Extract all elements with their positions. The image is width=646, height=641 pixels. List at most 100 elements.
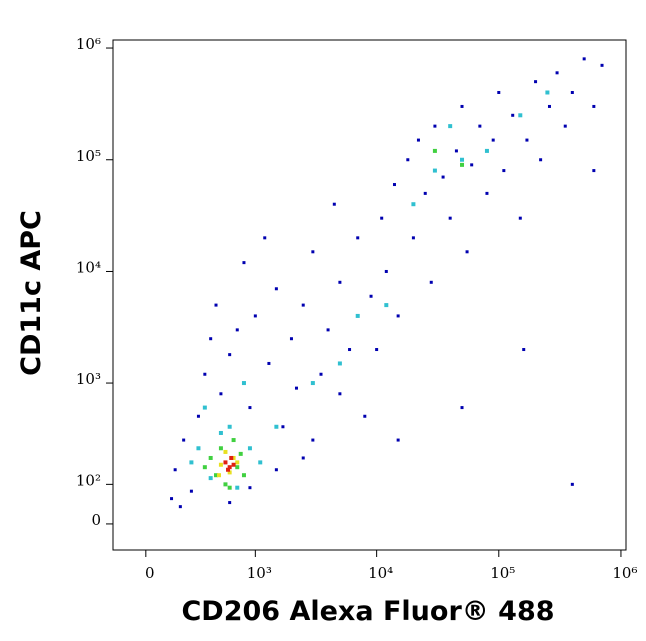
point (227, 465, 232, 470)
point (460, 406, 464, 410)
point (375, 348, 379, 352)
point (214, 473, 219, 478)
point (219, 392, 223, 396)
point (223, 449, 228, 454)
point (570, 90, 574, 94)
point (247, 446, 252, 451)
point (238, 451, 243, 456)
point (460, 157, 465, 162)
point (319, 372, 323, 376)
point (411, 236, 415, 240)
point (241, 473, 246, 478)
point (432, 168, 437, 173)
point (511, 113, 515, 117)
point (384, 303, 389, 308)
point (274, 287, 278, 291)
point (281, 425, 285, 429)
point (227, 470, 232, 475)
point (235, 328, 239, 332)
point (229, 455, 234, 460)
point (454, 149, 458, 153)
point (592, 169, 596, 173)
point (196, 446, 201, 451)
point (491, 138, 495, 142)
point (242, 261, 246, 265)
point (545, 90, 550, 95)
point (311, 250, 315, 254)
point (470, 163, 474, 167)
point (301, 303, 305, 307)
point (301, 456, 305, 460)
point (218, 462, 223, 467)
point (570, 482, 574, 486)
point (363, 414, 367, 418)
point (355, 313, 360, 318)
point (173, 468, 177, 472)
point (231, 455, 236, 460)
point (448, 124, 453, 129)
point (582, 57, 586, 61)
point (525, 138, 529, 142)
point (253, 314, 257, 318)
point (429, 280, 433, 284)
point (263, 236, 267, 240)
point (478, 124, 482, 128)
point (539, 158, 543, 162)
point (423, 191, 427, 195)
point (411, 202, 416, 207)
point (248, 406, 252, 410)
point (235, 460, 240, 465)
point (326, 328, 330, 332)
point (406, 158, 410, 162)
point (182, 438, 186, 442)
point (218, 446, 223, 451)
point (228, 353, 232, 357)
point (522, 348, 526, 352)
point (460, 104, 464, 108)
point (231, 438, 236, 443)
y-tick-label: 0 (91, 511, 101, 529)
point (241, 381, 246, 386)
point (396, 438, 400, 442)
point (497, 90, 501, 94)
point (534, 80, 538, 84)
point (448, 216, 452, 220)
point (267, 361, 271, 365)
x-tick-label: 10⁶ (612, 564, 637, 582)
point (218, 430, 223, 435)
point (248, 486, 252, 490)
y-tick-label: 10³ (76, 370, 101, 388)
point (235, 485, 240, 490)
point (460, 162, 465, 167)
point (518, 113, 523, 118)
point (235, 465, 240, 470)
point (338, 280, 342, 284)
point (337, 361, 342, 366)
x-tick-label: 10⁴ (368, 564, 393, 582)
point (209, 337, 213, 341)
x-tick-label: 10³ (247, 564, 272, 582)
y-tick-label: 10⁶ (76, 35, 101, 53)
point (332, 202, 336, 206)
point (202, 405, 207, 410)
point (202, 465, 207, 470)
x-tick-label: 0 (145, 564, 155, 582)
y-tick-label: 10² (76, 471, 101, 489)
x-tick-label: 10⁵ (490, 564, 515, 582)
point (217, 473, 222, 478)
point (227, 485, 232, 490)
point (258, 460, 263, 465)
point (196, 414, 200, 418)
point (289, 337, 293, 341)
point (396, 314, 400, 318)
point (338, 392, 342, 396)
plot-frame (112, 39, 627, 551)
point (392, 183, 396, 187)
point (311, 438, 315, 442)
point (485, 191, 489, 195)
point (433, 124, 437, 128)
point (518, 216, 522, 220)
point (348, 348, 352, 352)
point (189, 489, 193, 493)
